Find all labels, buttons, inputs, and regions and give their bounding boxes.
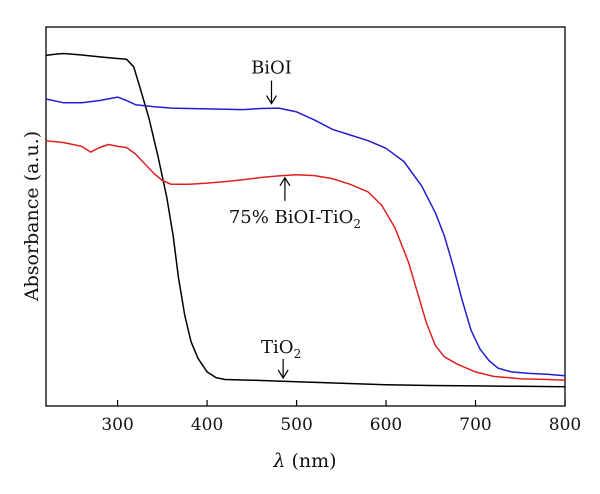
x-tick-label-600: 600 [370,415,402,435]
composite-arrow [279,176,291,201]
series-line-1 [45,96,566,377]
x-axis-title-symbol: λ [272,450,285,472]
x-axis-ticks: 300 400 500 600 700 800 [101,400,581,435]
composite-label-main: 75% BiOI-TiO [229,207,354,228]
composite-label-sub: 2 [353,217,361,231]
series-line-0 [45,52,566,388]
plot-frame [45,26,566,407]
tio2-label: TiO2 [261,337,301,361]
x-tick-label-500: 500 [280,415,312,435]
x-tick-label-700: 700 [459,415,491,435]
series-line-2 [45,139,566,381]
bioi-label: BiOI [251,58,292,79]
x-tick-label-800: 800 [549,415,581,435]
x-tick-label-400: 400 [191,415,223,435]
composite-label: 75% BiOI-TiO2 [229,207,361,231]
tio2-label-main: TiO [261,337,294,358]
x-axis-title: λ (nm) [272,450,336,472]
x-axis-title-unit: (nm) [285,450,336,472]
series-group [45,52,566,388]
y-axis-title: Absorbance (a.u.) [21,131,43,302]
bioi-arrow [265,80,278,105]
tio2-label-sub: 2 [294,347,302,361]
tio2-arrow [277,358,289,380]
x-tick-label-300: 300 [101,415,133,435]
